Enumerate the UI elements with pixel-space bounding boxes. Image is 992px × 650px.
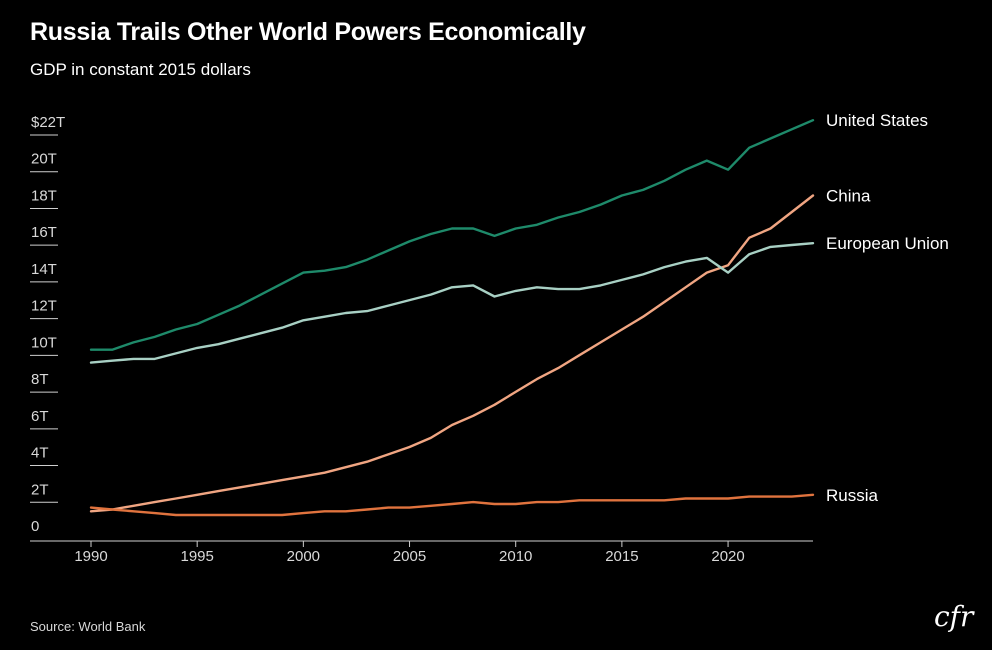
chart-title: Russia Trails Other World Powers Economi…	[30, 18, 586, 46]
series-line-china	[89, 194, 815, 513]
source-note: Source: World Bank	[30, 619, 146, 634]
y-tick-label: 8T	[31, 371, 49, 388]
x-tick-label: 2010	[499, 548, 532, 565]
y-tick-label: 6T	[31, 408, 49, 425]
y-tick-label: 20T	[31, 151, 57, 168]
series-line-european-union	[89, 241, 815, 364]
y-tick-label: 12T	[31, 298, 57, 315]
x-tick-label: 2000	[287, 548, 320, 565]
x-axis: 1990 1995 2000 2005 2010 2015 2020	[30, 540, 813, 565]
series-label-european-union: European Union	[826, 234, 949, 253]
y-tick-label: $22T	[31, 114, 65, 131]
cfr-logo: cfr	[934, 600, 974, 633]
y-tick-label: 10T	[31, 334, 57, 351]
y-tick-label: 0	[31, 518, 39, 535]
series-label-russia: Russia	[826, 486, 879, 505]
x-tick-label: 2020	[711, 548, 744, 565]
series-labels: United States China European Union Russia	[826, 111, 949, 505]
y-tick-label: 2T	[31, 481, 49, 498]
x-tick-label: 2005	[393, 548, 426, 565]
chart-subtitle: GDP in constant 2015 dollars	[30, 60, 251, 79]
y-tick-label: 18T	[31, 187, 57, 204]
series-label-united-states: United States	[826, 111, 928, 130]
series-line-united-states	[89, 118, 815, 351]
x-tick-label: 1995	[180, 548, 213, 565]
y-tick-label: 4T	[31, 445, 49, 462]
series-label-china: China	[826, 186, 871, 205]
series-lines	[89, 118, 815, 517]
y-tick-label: 16T	[31, 224, 57, 241]
series-line-russia	[89, 493, 815, 517]
y-tick-label: 14T	[31, 261, 57, 278]
x-tick-label: 1990	[74, 548, 107, 565]
x-tick-label: 2015	[605, 548, 638, 565]
y-axis: 0 2T 4T 6T 8T 10T 12T 14T 16T 18T 20T $22T	[30, 114, 65, 535]
